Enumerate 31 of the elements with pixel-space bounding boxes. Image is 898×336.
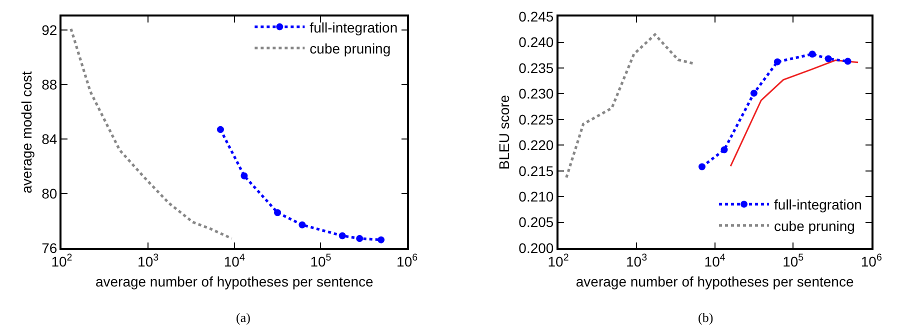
x-axis-title: average number of hypotheses per sentence xyxy=(576,273,854,290)
y-tick-label: 0.205 xyxy=(518,214,554,230)
legend-label: full-integration xyxy=(310,19,398,36)
y-tick-label: 0.235 xyxy=(518,60,554,76)
x-tick-label: 10$^{4}$ xyxy=(224,252,246,270)
y-tick-label: 0.220 xyxy=(518,137,554,154)
x-tick-label: 10$^{6}$ xyxy=(860,252,882,270)
y-tick-label: 0.245 xyxy=(518,8,554,24)
x-tick-label: 10$^{4}$ xyxy=(704,252,726,270)
x-axis-title: average number of hypotheses per sentence xyxy=(95,273,374,290)
y-tick-label: 0.230 xyxy=(518,86,554,102)
x-tick-label: 10$^{5}$ xyxy=(782,252,804,270)
text: (a) xyxy=(236,310,250,325)
legend-label: cube pruning xyxy=(774,218,855,234)
legend-label: full-integration xyxy=(774,196,862,213)
y-tick-label: 92 xyxy=(42,22,58,38)
y-axis-title: average model cost xyxy=(18,71,35,194)
x-tick-label: 10$^{3}$ xyxy=(626,252,648,270)
x-tick-label: 10$^{6}$ xyxy=(396,252,418,270)
x-tick-label: 10$^{3}$ xyxy=(138,252,160,270)
y-axis-title: BLEU score xyxy=(496,94,512,170)
y-tick-label: 0.215 xyxy=(518,162,554,179)
text: (b) xyxy=(698,310,714,325)
y-tick-label: 84 xyxy=(42,130,58,147)
legend-label: cube pruning xyxy=(310,40,391,56)
y-tick-label: 0.210 xyxy=(518,188,554,204)
x-tick-label: 10$^{5}$ xyxy=(310,252,332,270)
y-tick-label: 0.225 xyxy=(518,111,554,128)
y-tick-label: 80 xyxy=(42,185,58,202)
y-tick-label: 88 xyxy=(42,76,58,93)
y-tick-label: 0.240 xyxy=(518,34,554,50)
